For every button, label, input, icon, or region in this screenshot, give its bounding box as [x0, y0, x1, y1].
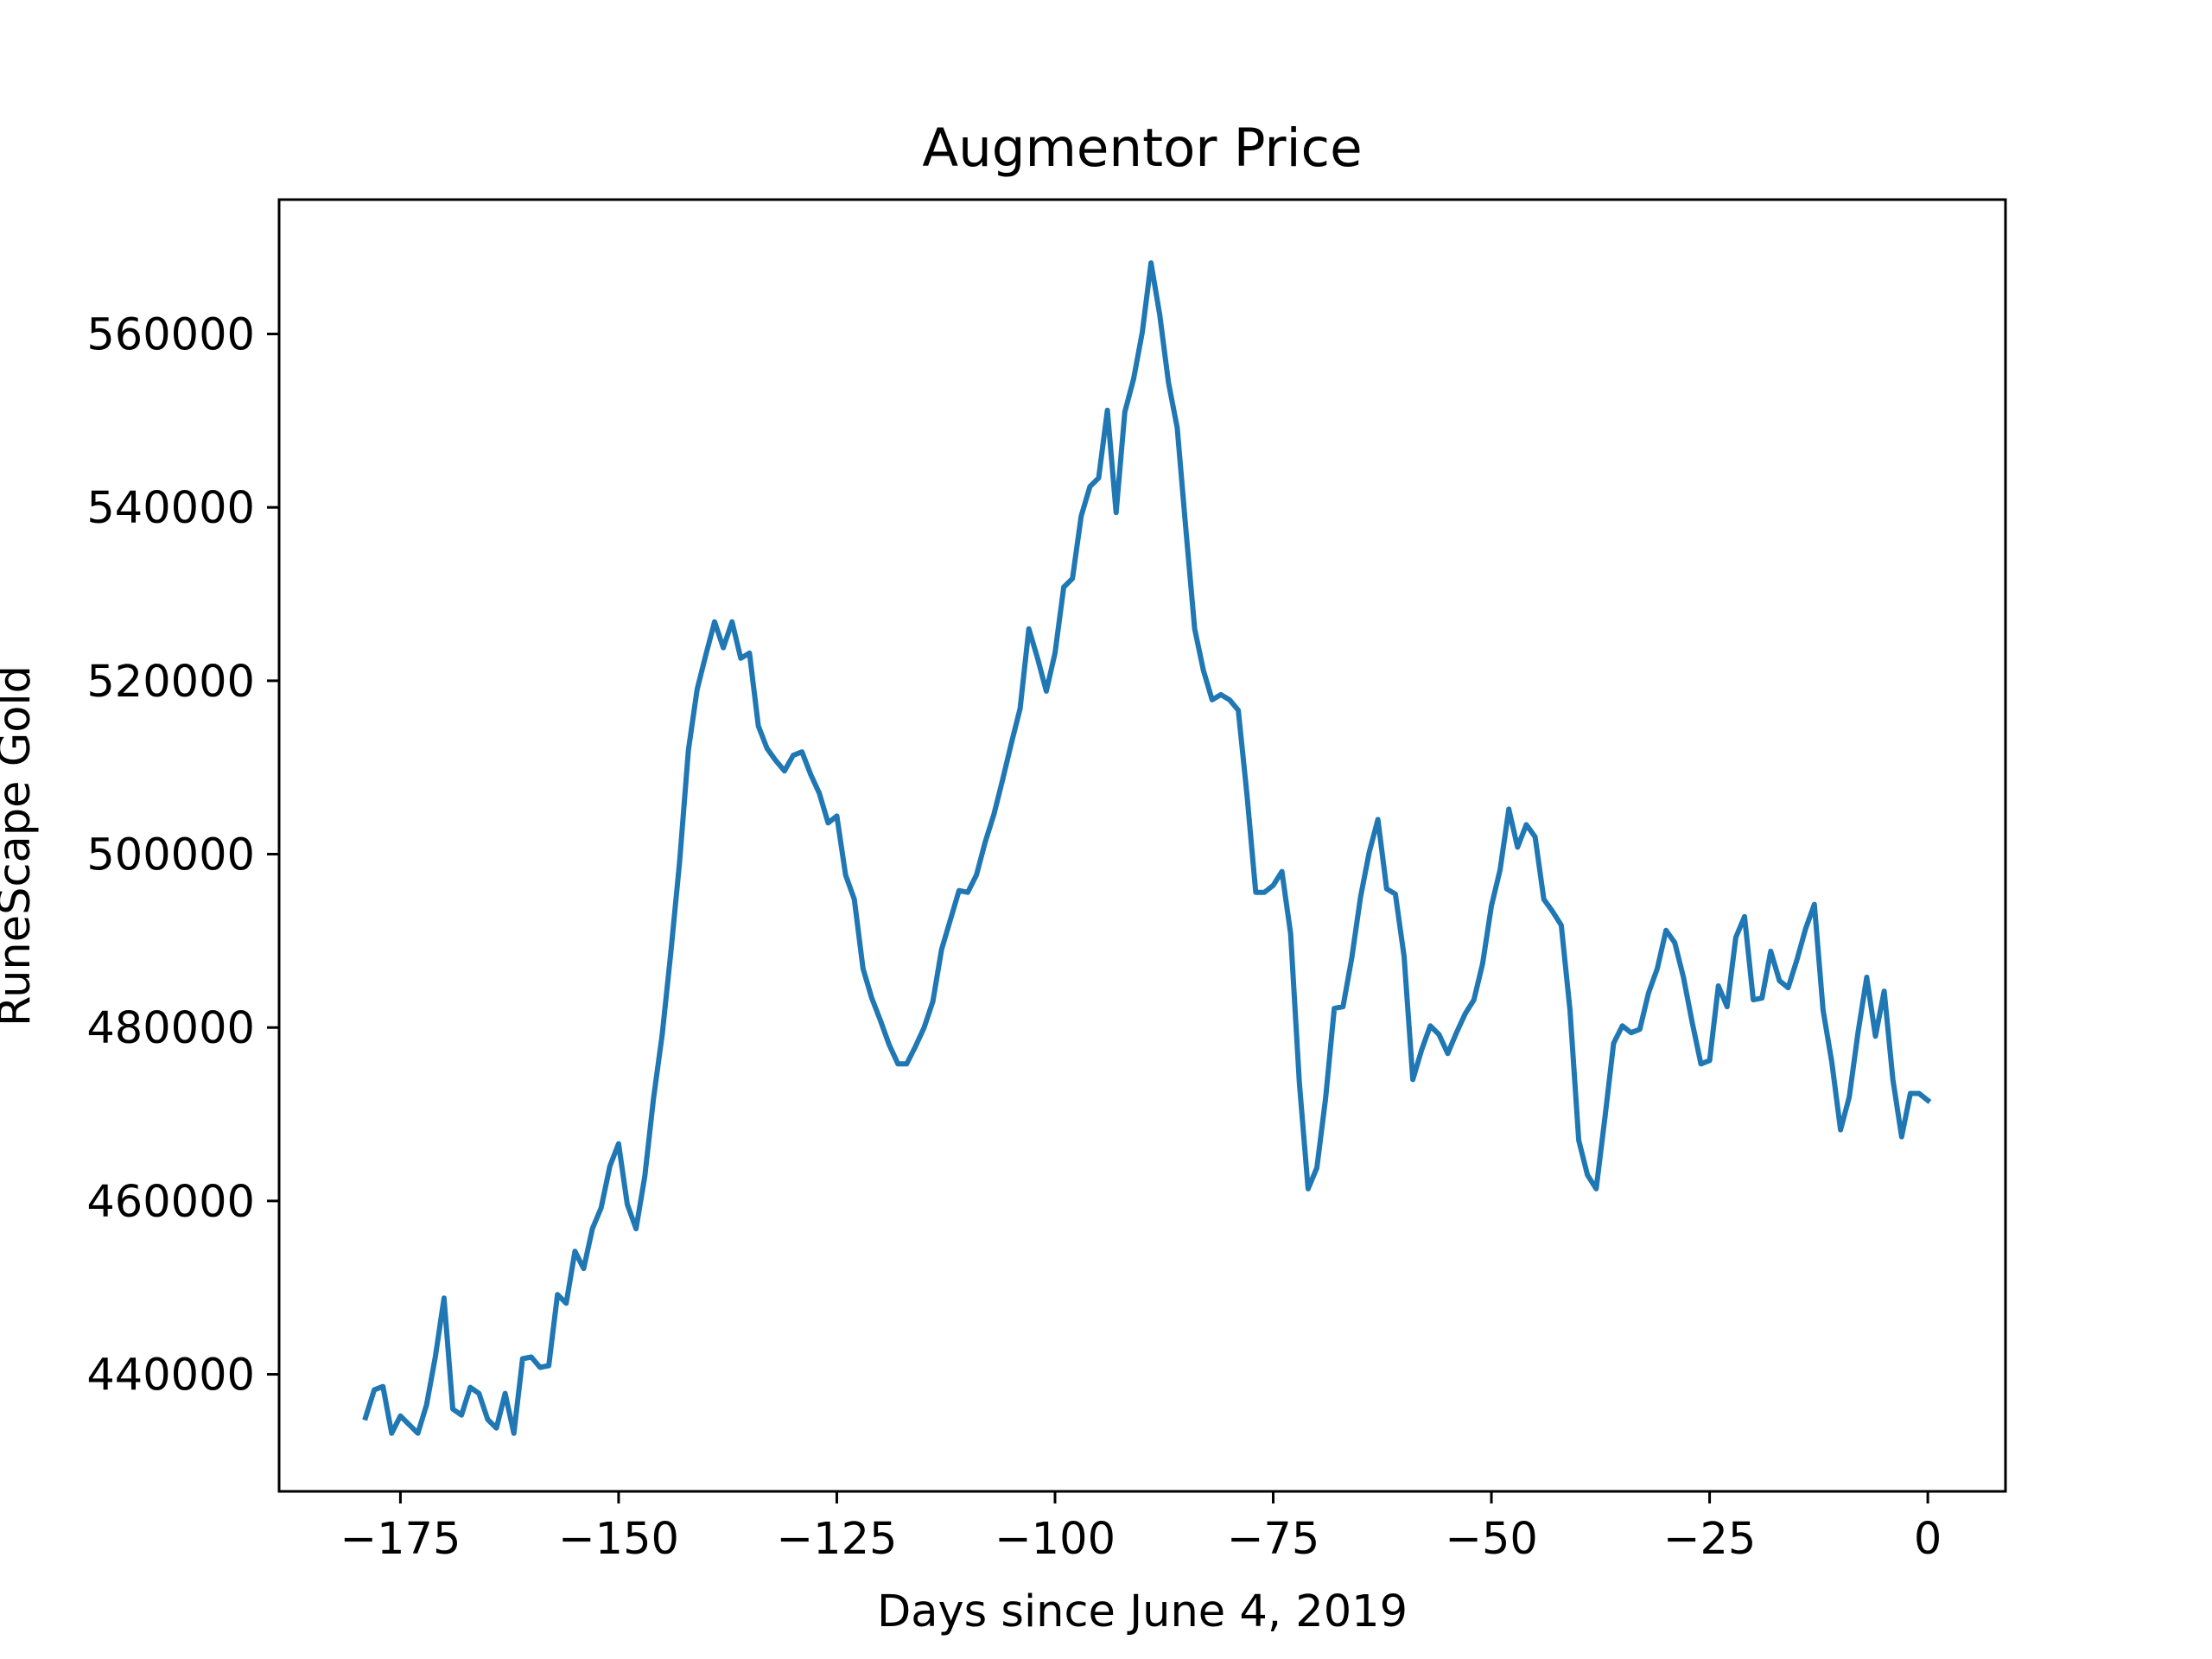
x-tick-label: −25: [1663, 1514, 1757, 1565]
x-tick-label: −50: [1445, 1514, 1538, 1565]
x-tick-label: −175: [340, 1514, 461, 1565]
y-tick-label: 480000: [86, 1003, 255, 1054]
y-axis-ticks: 440000 460000 480000 500000 520000 540000 5600…: [86, 310, 279, 1402]
x-axis-label: Days since June 4, 2019: [877, 1586, 1408, 1637]
x-axis-ticks: −175 −150 −125 −100 −75 −50 −25 0: [340, 1491, 1942, 1565]
y-tick-label: 520000: [86, 657, 255, 708]
y-tick-label: 540000: [86, 483, 255, 534]
x-tick-label: −100: [995, 1514, 1116, 1565]
x-tick-label: −150: [558, 1514, 679, 1565]
x-tick-label: 0: [1914, 1514, 1942, 1565]
y-axis-label: RuneScape Gold: [0, 665, 41, 1027]
y-tick-label: 560000: [86, 310, 255, 361]
x-tick-label: −75: [1227, 1514, 1320, 1565]
plot-area-frame: [277, 198, 2007, 1493]
y-tick-label: 500000: [86, 830, 255, 881]
y-tick-label: 460000: [86, 1177, 255, 1228]
y-tick-label: 440000: [86, 1351, 255, 1402]
price-series-line: [362, 260, 1932, 1436]
x-tick-label: −125: [776, 1514, 897, 1565]
chart-title: Augmentor Price: [922, 118, 1362, 179]
